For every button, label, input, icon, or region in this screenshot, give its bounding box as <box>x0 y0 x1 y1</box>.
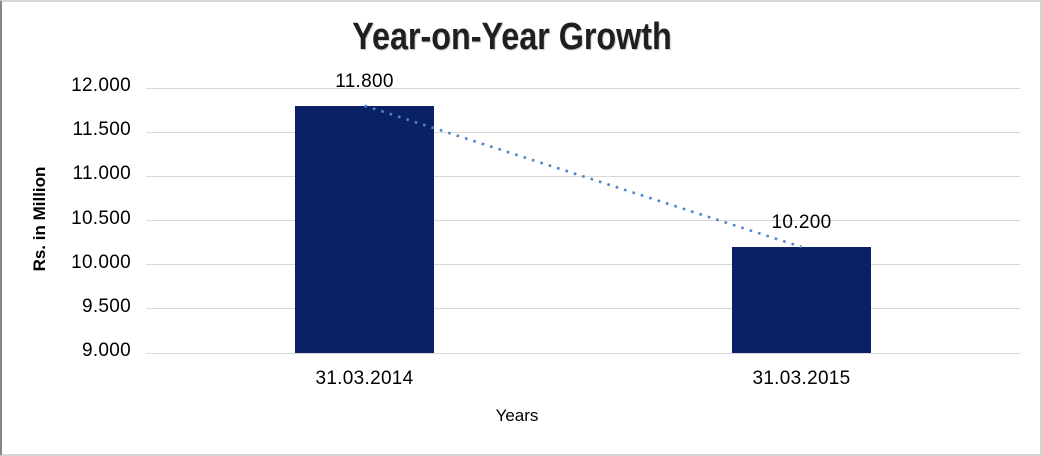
bar <box>295 105 434 353</box>
gridline <box>146 131 1020 133</box>
y-tick-label: 11.000 <box>72 163 131 185</box>
y-tick-label: 9.000 <box>81 340 131 361</box>
gridline <box>146 220 1020 221</box>
chart-title: Year-on-Year Growth <box>352 16 672 58</box>
x-tick-label: 31.03.2014 <box>315 368 414 389</box>
gridline <box>146 264 1020 266</box>
y-tick-label: 9.500 <box>81 295 131 317</box>
x-tick-label: 31.03.2015 <box>752 368 851 389</box>
bar <box>732 247 871 353</box>
y-tick-label: 10.000 <box>71 251 131 273</box>
y-tick-label: 12.000 <box>71 75 131 96</box>
gridline <box>146 308 1020 310</box>
gridline <box>146 175 1020 177</box>
gridline <box>146 352 1020 354</box>
x-axis-title: Years <box>495 406 539 425</box>
gridline <box>146 87 1020 89</box>
data-label: 11.800 <box>335 70 394 92</box>
data-label: 10.200 <box>771 212 832 233</box>
y-tick-label: 10.500 <box>71 207 131 229</box>
y-tick-label: 11.500 <box>72 119 131 141</box>
